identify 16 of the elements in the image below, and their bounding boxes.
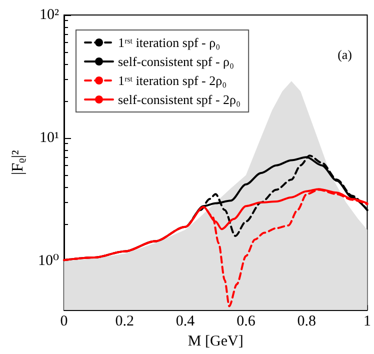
x-tick-label: 0.6 [236,314,256,330]
y-tick-label: 10¹ [40,130,59,146]
y-tick-label: 10² [40,7,60,23]
legend-label: self-consistent spf - 2ρ₀ [118,92,241,107]
y-tick-label: 10⁰ [38,253,59,270]
legend-label: 1ʳˢᵗ iteration spf - ρ₀ [118,35,220,50]
y-axis-title: |Fᵨ|² [10,150,26,175]
annotation: (a) [338,47,352,62]
x-tick-label: 0.4 [176,314,196,330]
x-tick-label: 0.8 [297,314,316,330]
x-tick-label: 0 [60,314,68,330]
x-axis-title: M [GeV] [188,334,244,350]
x-tick-label: 1 [364,314,371,330]
x-tick-label: 0.2 [115,314,134,330]
legend-label: 1ʳˢᵗ iteration spf - 2ρ₀ [118,73,227,88]
legend-label: self-consistent spf - ρ₀ [118,54,234,69]
